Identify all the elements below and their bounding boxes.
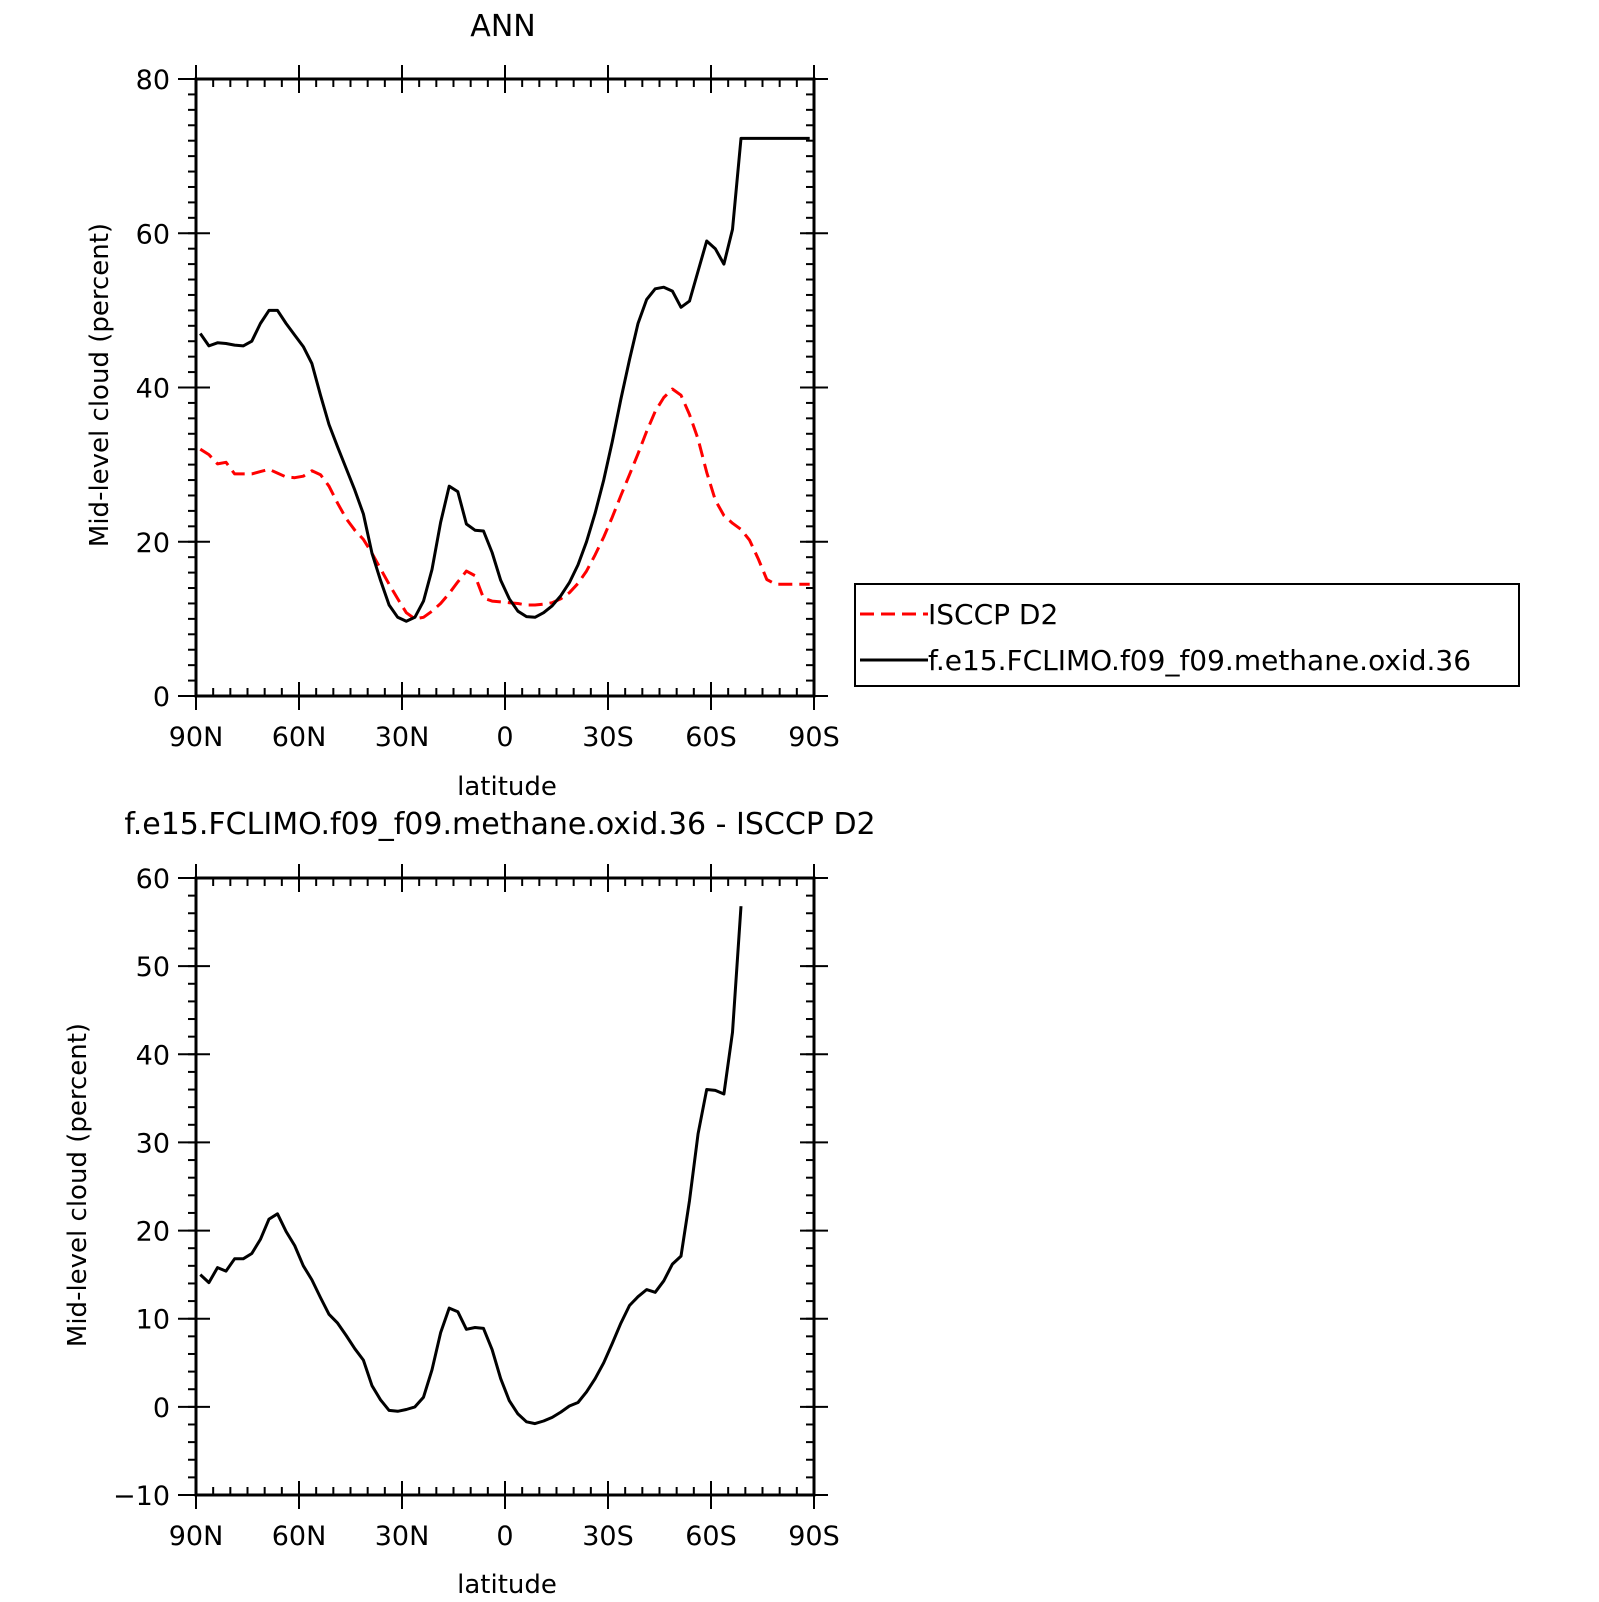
y-tick-label: −10: [113, 1481, 170, 1512]
bottom-panel-title: f.e15.FCLIMO.f09_f09.methane.oxid.36 - I…: [124, 807, 875, 842]
top-y-tick-labels: 0 20 40 60 80: [136, 65, 170, 713]
x-tick-label: 30S: [582, 1521, 634, 1552]
x-tick-label: 90S: [788, 722, 840, 753]
series-line-0: [199, 906, 743, 1426]
bottom-x-axis-label: latitude: [457, 1570, 557, 1600]
x-tick-label: 60S: [685, 1521, 737, 1552]
y-tick-label: 20: [136, 1217, 170, 1248]
x-tick-label: 90N: [169, 722, 224, 753]
y-tick-label: 10: [136, 1305, 170, 1336]
bottom-x-tick-labels: 90N 60N 30N 0 30S 60S 90S: [169, 1521, 840, 1552]
top-y-axis-label: Mid-level cloud (percent): [85, 223, 115, 547]
legend-label-isccp: ISCCP D2: [928, 598, 1058, 631]
y-tick-label: 0: [153, 1393, 170, 1424]
x-tick-label: 0: [496, 722, 513, 753]
y-tick-label: 20: [136, 528, 170, 559]
top-panel-title: ANN: [470, 9, 535, 44]
x-tick-label: 60N: [272, 1521, 327, 1552]
bottom-panel: f.e15.FCLIMO.f09_f09.methane.oxid.36 - I…: [63, 807, 876, 1600]
top-panel: ANN 0 20 40 60 80 90N 60N 30N 0 30S 60S 90S latitu…: [85, 9, 840, 802]
y-tick-label: 40: [136, 374, 170, 405]
legend: ISCCP D2 f.e15.FCLIMO.f09_f09.methane.ox…: [854, 583, 1520, 687]
y-tick-label: 0: [153, 682, 170, 713]
y-tick-label: 40: [136, 1040, 170, 1071]
top-plot-frame: [194, 77, 816, 698]
x-tick-label: 90N: [169, 1521, 224, 1552]
bottom-plot-frame: [194, 876, 816, 1497]
x-tick-label: 30S: [582, 722, 634, 753]
legend-box: [854, 583, 1520, 687]
x-tick-label: 30N: [375, 722, 430, 753]
x-tick-label: 0: [496, 1521, 513, 1552]
x-tick-label: 90S: [788, 1521, 840, 1552]
bottom-y-axis-label: Mid-level cloud (percent): [63, 1023, 93, 1347]
y-tick-label: 80: [136, 65, 170, 96]
bottom-series: [199, 906, 743, 1426]
top-series: [199, 136, 810, 623]
y-tick-label: 60: [136, 864, 170, 895]
x-tick-label: 60S: [685, 722, 737, 753]
bottom-ticks: [178, 864, 828, 1509]
series-line-1: [199, 136, 810, 623]
bottom-y-tick-labels: −10 0 10 20 30 40 50 60: [113, 864, 170, 1512]
series-line-0: [199, 387, 810, 621]
x-tick-label: 30N: [375, 1521, 430, 1552]
top-x-axis-label: latitude: [457, 772, 557, 802]
y-tick-label: 60: [136, 219, 170, 250]
legend-label-model: f.e15.FCLIMO.f09_f09.methane.oxid.36: [928, 644, 1471, 677]
top-x-tick-labels: 90N 60N 30N 0 30S 60S 90S: [169, 722, 840, 753]
y-tick-label: 30: [136, 1128, 170, 1159]
top-ticks: [178, 65, 828, 710]
y-tick-label: 50: [136, 952, 170, 983]
x-tick-label: 60N: [272, 722, 327, 753]
